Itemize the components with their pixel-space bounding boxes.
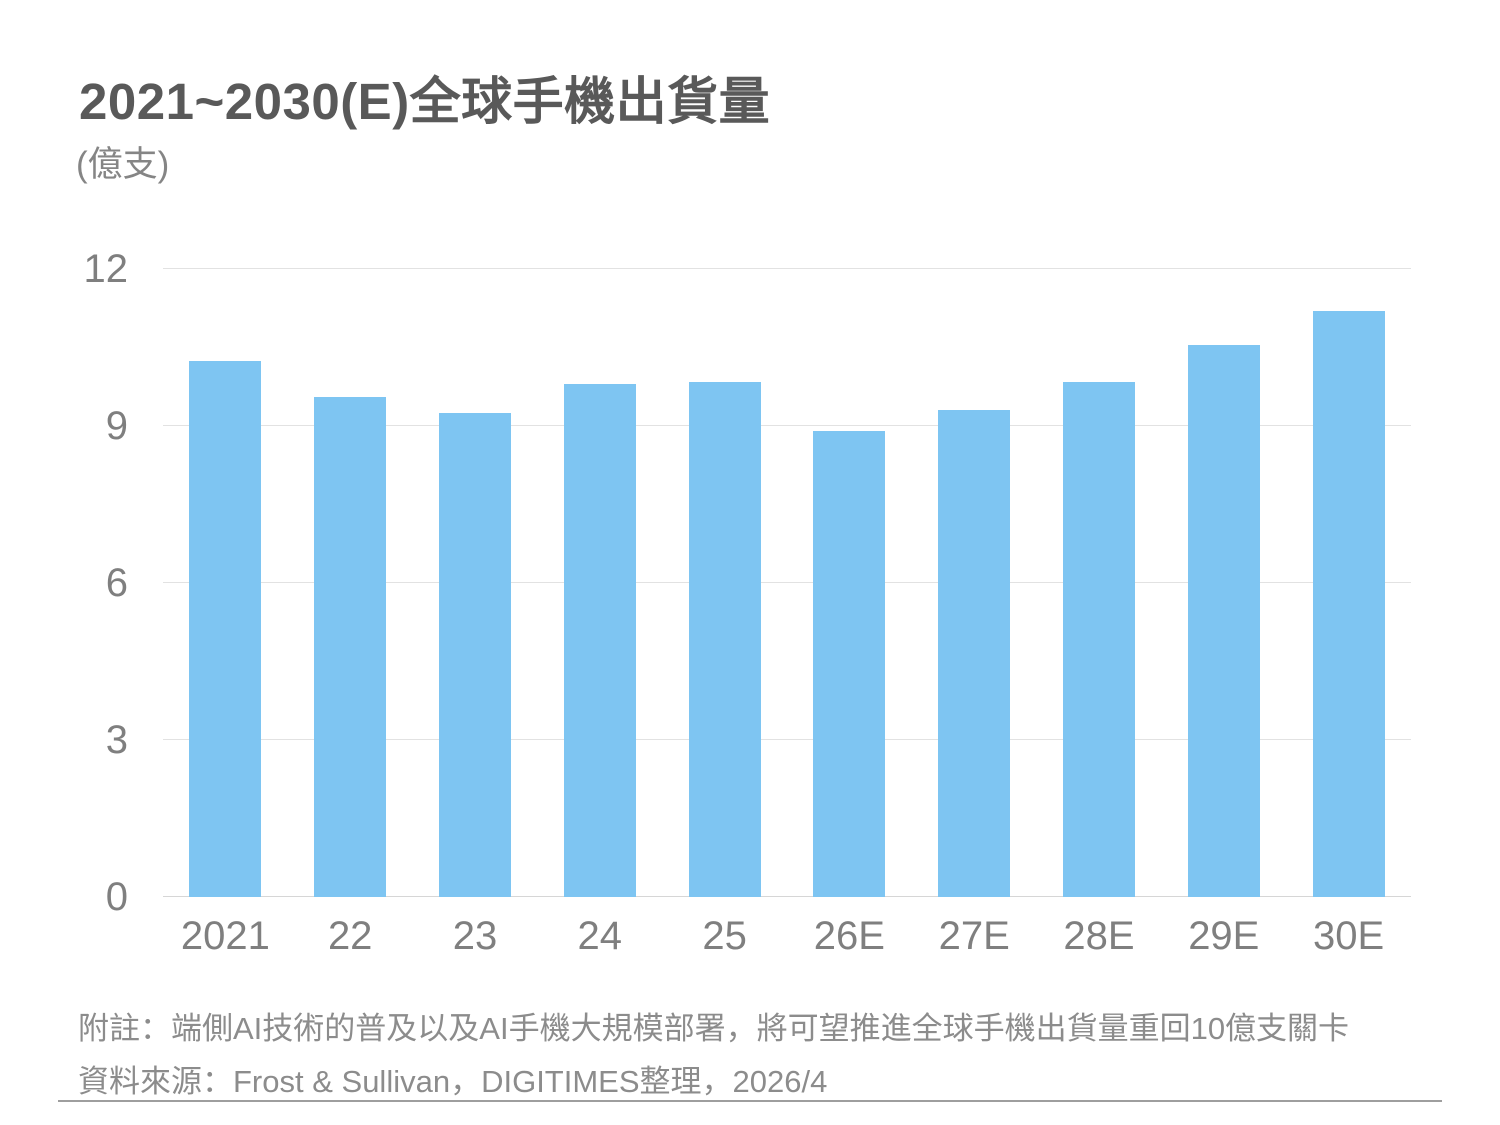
y-tick-label-12: 12 <box>83 247 129 291</box>
x-tick-label-29E: 29E <box>1188 914 1260 958</box>
x-tick-label-25: 25 <box>702 914 747 958</box>
y-axis: 0 3 6 9 12 <box>0 249 129 917</box>
bar-25 <box>688 381 761 897</box>
gridline-12 <box>163 268 1411 269</box>
x-tick-label-2021: 2021 <box>180 914 270 958</box>
unit-label: (億支) <box>76 145 170 184</box>
bar-23 <box>438 412 511 897</box>
footnote: 附註：端側AI技術的普及以及AI手機大規模部署，將可望推進全球手機出貨量重回10… <box>78 1011 1350 1046</box>
y-tick-label-6: 6 <box>105 561 128 605</box>
gridline-0 <box>163 896 1411 897</box>
bar-slot-27E <box>912 269 1037 897</box>
bar-slot-30E <box>1286 269 1411 897</box>
bar-slot-25 <box>662 269 787 897</box>
bar-slot-29E <box>1161 269 1286 897</box>
bar-27E <box>938 410 1011 897</box>
y-tick-label-0: 0 <box>105 875 128 919</box>
bar-28E <box>1062 381 1135 897</box>
bar-slot-22 <box>288 269 413 897</box>
x-tick-label-27E: 27E <box>938 914 1010 958</box>
gridline-3 <box>163 739 1411 740</box>
x-tick-label-28E: 28E <box>1063 914 1135 958</box>
y-tick-label-9: 9 <box>105 404 128 448</box>
bar-chart-plot-area <box>163 268 1411 897</box>
bar-slot-26E <box>787 269 912 897</box>
bar-slot-23 <box>413 269 538 897</box>
bar-22 <box>314 397 387 897</box>
bar-30E <box>1312 310 1385 897</box>
bar-series <box>163 269 1411 897</box>
gridline-9 <box>163 425 1411 426</box>
bar-slot-24 <box>537 269 662 897</box>
bar-29E <box>1187 344 1260 897</box>
source-note: 資料來源：Frost & Sullivan，DIGITIMES整理，2026/4 <box>78 1064 828 1099</box>
chart-title: 2021~2030(E)全球手機出貨量 <box>79 73 771 130</box>
bar-24 <box>563 384 636 897</box>
gridline-6 <box>163 582 1411 583</box>
bar-slot-2021 <box>163 269 288 897</box>
footer-divider <box>58 1100 1442 1102</box>
bar-26E <box>813 431 886 897</box>
x-tick-label-23: 23 <box>452 914 498 958</box>
y-tick-label-3: 3 <box>105 718 128 762</box>
x-tick-label-24: 24 <box>577 914 623 958</box>
x-tick-label-30E: 30E <box>1312 914 1385 958</box>
x-tick-label-22: 22 <box>327 914 373 958</box>
x-tick-label-26E: 26E <box>813 914 885 958</box>
bar-2021 <box>189 360 262 897</box>
x-axis: 2021 22 23 24 25 26E 27E 28E 29E 30E <box>163 912 1411 960</box>
bar-slot-28E <box>1037 269 1162 897</box>
